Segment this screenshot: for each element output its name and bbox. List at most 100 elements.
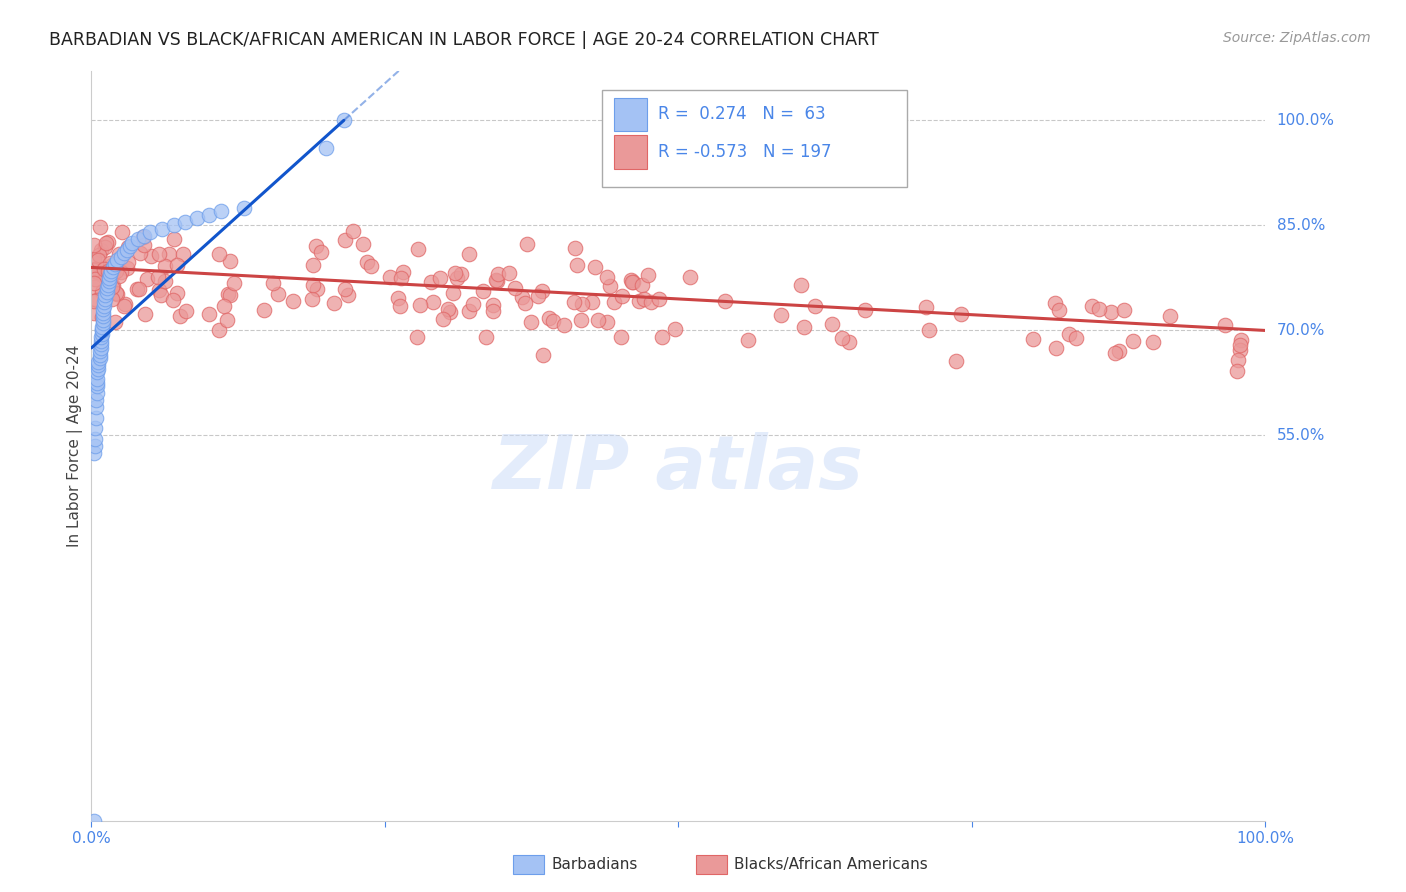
Point bbox=[444, 266, 467, 280]
Point bbox=[333, 233, 356, 247]
Point bbox=[94, 239, 117, 253]
Point bbox=[1064, 331, 1087, 345]
Point bbox=[127, 232, 149, 246]
Point bbox=[1159, 310, 1181, 324]
Point bbox=[439, 305, 461, 319]
Point bbox=[553, 318, 575, 332]
Point bbox=[485, 274, 508, 288]
Point bbox=[352, 237, 374, 252]
Point bbox=[157, 247, 180, 261]
Point bbox=[450, 268, 472, 282]
Point bbox=[91, 313, 114, 327]
Point bbox=[101, 258, 124, 272]
Point bbox=[162, 219, 184, 233]
Point bbox=[103, 267, 125, 281]
Point bbox=[96, 281, 118, 295]
Point bbox=[98, 271, 121, 285]
Point bbox=[633, 292, 655, 306]
FancyBboxPatch shape bbox=[614, 97, 647, 131]
FancyBboxPatch shape bbox=[602, 90, 907, 187]
Point bbox=[94, 265, 117, 279]
Point bbox=[93, 262, 115, 277]
Point bbox=[108, 268, 131, 283]
Point bbox=[737, 333, 759, 347]
Point bbox=[436, 301, 458, 316]
Point bbox=[86, 372, 108, 386]
Point bbox=[96, 268, 118, 283]
Point bbox=[679, 269, 702, 284]
Point bbox=[640, 294, 662, 309]
Point bbox=[163, 231, 186, 245]
Point bbox=[769, 308, 792, 322]
Point bbox=[207, 247, 229, 261]
Point bbox=[918, 323, 941, 337]
Point bbox=[224, 276, 246, 290]
Point bbox=[90, 310, 112, 325]
Point bbox=[565, 258, 588, 272]
Point bbox=[98, 275, 121, 289]
Point bbox=[281, 293, 304, 308]
Point bbox=[1088, 302, 1111, 317]
Point bbox=[571, 297, 593, 311]
Point bbox=[621, 275, 644, 289]
Point bbox=[86, 379, 108, 393]
Point bbox=[446, 270, 468, 285]
Point bbox=[530, 284, 553, 298]
Y-axis label: In Labor Force | Age 20-24: In Labor Force | Age 20-24 bbox=[67, 345, 83, 547]
Point bbox=[1229, 338, 1251, 352]
Point bbox=[94, 288, 117, 302]
Point bbox=[621, 276, 644, 290]
Point bbox=[620, 273, 643, 287]
Point bbox=[302, 258, 325, 272]
Point bbox=[323, 296, 346, 310]
Point bbox=[134, 307, 156, 321]
Point bbox=[790, 277, 813, 292]
Point bbox=[1047, 302, 1070, 317]
Point bbox=[91, 323, 114, 337]
Point bbox=[94, 292, 117, 306]
Point bbox=[83, 238, 105, 252]
Point bbox=[1099, 305, 1122, 319]
Point bbox=[97, 235, 120, 249]
Point bbox=[648, 292, 671, 306]
Point bbox=[132, 229, 155, 244]
Point bbox=[104, 315, 127, 329]
Point bbox=[1226, 352, 1249, 367]
Point bbox=[128, 246, 150, 260]
Text: 55.0%: 55.0% bbox=[1277, 428, 1324, 443]
Point bbox=[637, 268, 659, 282]
Point bbox=[91, 302, 114, 317]
Point bbox=[110, 250, 132, 264]
Point bbox=[429, 271, 451, 285]
Point bbox=[609, 330, 631, 344]
Point bbox=[541, 314, 564, 328]
Point bbox=[219, 253, 242, 268]
Point bbox=[83, 262, 105, 277]
Point bbox=[174, 303, 197, 318]
Point bbox=[1122, 334, 1144, 348]
Point bbox=[105, 253, 128, 268]
Point bbox=[486, 267, 509, 281]
Point bbox=[97, 266, 120, 280]
Point bbox=[115, 260, 138, 275]
Point bbox=[105, 287, 128, 301]
Point bbox=[87, 355, 110, 369]
Point bbox=[463, 296, 485, 310]
Point bbox=[148, 284, 170, 298]
Point bbox=[86, 293, 108, 307]
Point bbox=[945, 354, 967, 368]
Point bbox=[128, 282, 150, 296]
Point bbox=[498, 266, 520, 280]
Point bbox=[596, 315, 619, 329]
Point bbox=[333, 113, 356, 128]
Text: Barbadians: Barbadians bbox=[551, 857, 637, 871]
Point bbox=[84, 401, 107, 415]
Point bbox=[1022, 332, 1045, 346]
Point bbox=[97, 264, 120, 278]
Point bbox=[586, 313, 609, 327]
Point bbox=[516, 236, 538, 251]
Point bbox=[84, 411, 107, 425]
Point bbox=[96, 285, 118, 299]
Point bbox=[305, 239, 328, 253]
Point bbox=[89, 220, 111, 235]
